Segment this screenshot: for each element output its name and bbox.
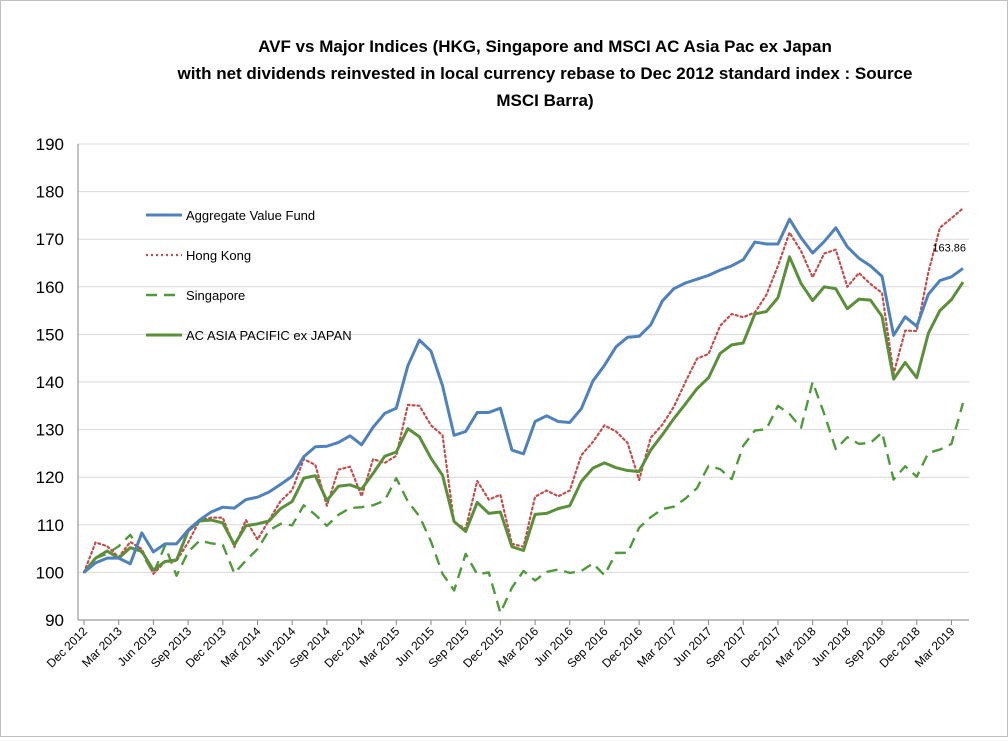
y-tick-label-90: 90: [45, 611, 64, 630]
y-tick-label-130: 130: [36, 421, 64, 440]
legend-label-singapore: Singapore: [186, 288, 245, 303]
y-tick-label-140: 140: [36, 373, 64, 392]
y-tick-label-170: 170: [36, 230, 64, 249]
data-label-aggregate-value-fund: 163.86: [932, 242, 966, 254]
chart-title-line-2: with net dividends reinvested in local c…: [176, 64, 912, 83]
annotations: 163.86: [932, 242, 966, 254]
legend-label-aggregate-value-fund: Aggregate Value Fund: [186, 208, 315, 223]
chart-title-line-3: MSCI Barra): [496, 91, 593, 110]
y-tick-label-180: 180: [36, 183, 64, 202]
y-tick-label-190: 190: [36, 135, 64, 154]
y-tick-label-110: 110: [37, 516, 64, 535]
y-axis-ticks: 90 100 110 120 130 140 150 160 170 180 190: [36, 135, 64, 630]
series-line-aggregate-value-fund: [83, 217, 964, 574]
series-line-singapore: [83, 380, 965, 615]
chart-title-line-1: AVF vs Major Indices (HKG, Singapore and…: [258, 37, 832, 56]
chart-title: AVF vs Major Indices (HKG, Singapore and…: [176, 37, 912, 110]
y-tick-label-120: 120: [36, 468, 64, 487]
legend-label-hong-kong: Hong Kong: [186, 248, 251, 263]
y-tick-label-160: 160: [36, 278, 64, 297]
axes: [77, 144, 969, 621]
y-tick-label-100: 100: [36, 563, 64, 582]
series-line-hong-kong: [82, 207, 965, 575]
series-line-ac-asia-pacific-ex-japan: [82, 255, 965, 574]
legend: Aggregate Value Fund Hong Kong Singapore AC…: [146, 208, 352, 343]
legend-label-ac-asia-pacific-ex-japan: AC ASIA PACIFIC ex JAPAN: [186, 328, 352, 343]
y-tick-label-150: 150: [36, 325, 64, 344]
series-lines: [82, 207, 965, 615]
